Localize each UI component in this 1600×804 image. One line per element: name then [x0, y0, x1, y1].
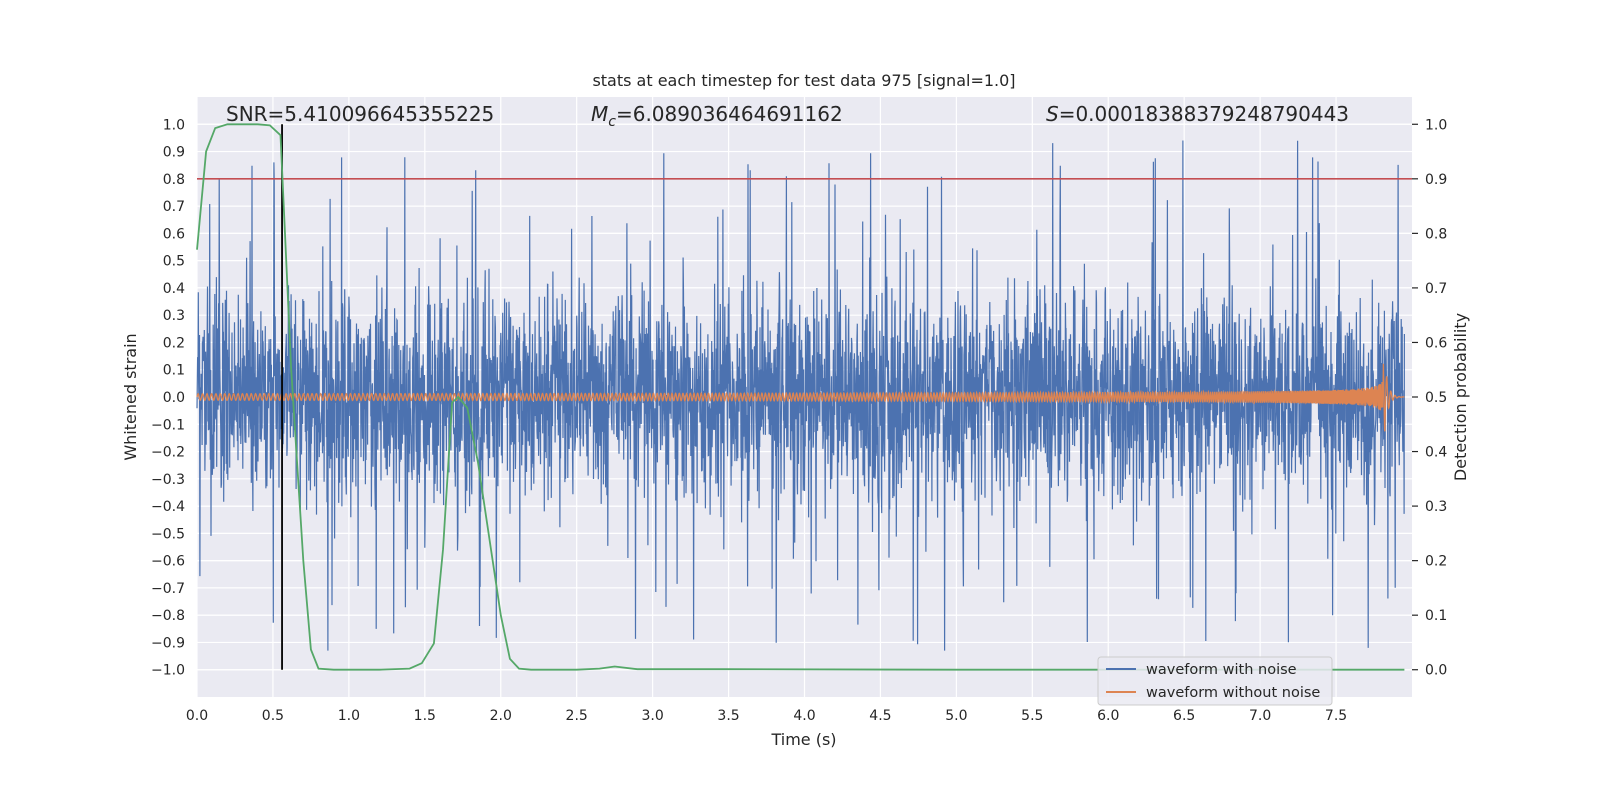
y2-axis-label: Detection probability [1451, 313, 1470, 481]
mc-value: =6.089036464691162 [616, 102, 843, 126]
series-waveform-without-noise [196, 363, 1405, 432]
x-tick-label: 5.5 [1021, 708, 1043, 724]
x-tick-label: 1.5 [414, 708, 436, 724]
y2-tick-label: 0.6 [1425, 335, 1447, 351]
x-tick-label: 0.5 [262, 708, 284, 724]
mc-symbol: M [591, 102, 608, 126]
x-tick-label: 7.5 [1325, 708, 1347, 724]
series-waveform-with-noise [196, 140, 1405, 651]
legend: waveform with noise waveform without noi… [1097, 656, 1333, 706]
x-tick-label: 4.5 [869, 708, 891, 724]
y-tick-label: −0.2 [151, 445, 185, 461]
series-detection-probability [196, 123, 1405, 671]
snr-annotation: SNR=5.410096645355225 [226, 102, 494, 126]
x-tick-label: 5.0 [945, 708, 967, 724]
y2-tick-label: 0.7 [1425, 281, 1447, 297]
y-tick-label: 0.3 [163, 308, 185, 324]
y-tick-label: 0.1 [163, 363, 185, 379]
y-tick-label: 0.6 [163, 226, 185, 242]
y-tick-label: 0.7 [163, 199, 185, 215]
y2-tick-label: 0.8 [1425, 226, 1447, 242]
y-tick-label: −0.4 [151, 499, 185, 515]
s-symbol: S [1046, 102, 1059, 126]
x-tick-label: 1.0 [338, 708, 360, 724]
axes: 0.0 0.5 1.0 1.5 2.0 2.5 3.0 3.5 4.0 4.5 5.0 5.5 6.0 6… [151, 117, 1447, 724]
y-tick-label: −0.6 [151, 554, 185, 570]
y-tick-label: −0.7 [151, 581, 185, 597]
y2-tick-label: 0.3 [1425, 499, 1447, 515]
s-value: =0.00018388379248790443 [1059, 102, 1349, 126]
y-axis-label: Whitened strain [121, 333, 140, 460]
y-tick-label: −0.3 [151, 472, 185, 488]
y-tick-label: 1.0 [163, 117, 185, 133]
y-tick-label: 0.4 [163, 281, 185, 297]
y-tick-label: 0.2 [163, 335, 185, 351]
legend-label-noisy: waveform with noise [1146, 662, 1297, 678]
legend-label-clean: waveform without noise [1146, 685, 1320, 701]
y2-tick-label: 0.1 [1425, 608, 1447, 624]
y-tick-label: −0.9 [151, 635, 185, 651]
y-tick-label: −1.0 [151, 663, 185, 679]
y2-tick-label: 0.4 [1425, 445, 1447, 461]
x-axis-label: Time (s) [770, 730, 836, 749]
x-tick-label: 4.0 [793, 708, 815, 724]
x-tick-label: 0.0 [186, 708, 208, 724]
x-tick-label: 3.0 [641, 708, 663, 724]
series-layer [196, 123, 1412, 671]
y2-tick-label: 0.2 [1425, 554, 1447, 570]
legend-box [1097, 656, 1333, 706]
x-tick-label: 7.0 [1249, 708, 1271, 724]
y2-tick-label: 0.9 [1425, 172, 1447, 188]
y-tick-label: −0.5 [151, 526, 185, 542]
mc-subscript: c [608, 114, 616, 130]
y2-tick-label: 0.5 [1425, 390, 1447, 406]
s-annotation: S=0.00018388379248790443 [1046, 102, 1349, 126]
mc-annotation: Mc=6.089036464691162 [591, 102, 843, 130]
x-tick-label: 2.0 [490, 708, 512, 724]
y2-tick-label: 1.0 [1425, 117, 1447, 133]
y-tick-label: 0.8 [163, 172, 185, 188]
x-tick-label: 6.5 [1173, 708, 1195, 724]
x-tick-label: 3.5 [717, 708, 739, 724]
x-tick-label: 6.0 [1097, 708, 1119, 724]
x-tick-label: 2.5 [566, 708, 588, 724]
y-tick-label: −0.1 [151, 417, 185, 433]
chart-title: stats at each timestep for test data 975… [592, 71, 1015, 90]
y2-tick-label: 0.0 [1425, 663, 1447, 679]
y-tick-label: −0.8 [151, 608, 185, 624]
y-tick-label: 0.9 [163, 145, 185, 161]
y-tick-label: 0.5 [163, 254, 185, 270]
y-tick-label: 0.0 [163, 390, 185, 406]
